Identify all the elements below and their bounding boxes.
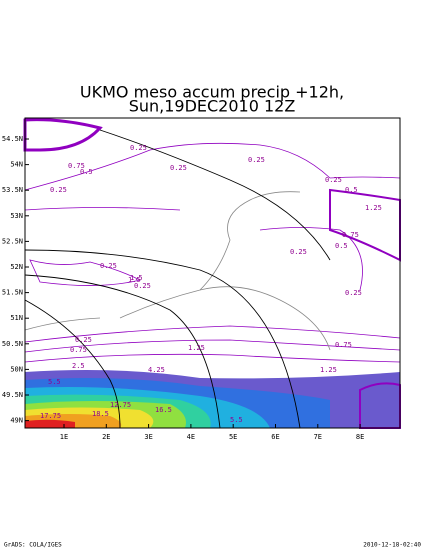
contour-label: 0.75 [342, 231, 359, 239]
contour-label: 17.75 [40, 412, 61, 420]
contour-label: 5.5 [230, 416, 243, 424]
contour-label: 0.75 [68, 162, 85, 170]
contour-label: 1.25 [365, 204, 382, 212]
lat-label: 52.5N [2, 237, 23, 245]
lat-label: 52N [10, 263, 23, 271]
contour-label: 0.25 [75, 336, 92, 344]
contour-label: 0.25 [130, 144, 147, 152]
footer-right: 2010-12-18-02:40 [363, 542, 421, 549]
footer-left: GrADS: COLA/IGES [4, 542, 62, 549]
contour-label: 18.5 [92, 410, 109, 418]
contours [24, 142, 401, 363]
subtitle: Sun,19DEC2010 12Z [129, 97, 296, 116]
lon-label: 6E [271, 433, 279, 441]
lon-label: 8E [356, 433, 364, 441]
lon-label: 4E [187, 433, 195, 441]
lat-label: 49N [10, 417, 23, 425]
contour-label: 0.25 [50, 186, 67, 194]
lon-label: 2E [102, 433, 110, 441]
lat-label: 53.5N [2, 186, 23, 194]
contour-label: 16.5 [155, 406, 172, 414]
map-frame [24, 117, 401, 429]
contour-label: 0.5 [335, 242, 348, 250]
contour-label: 0.25 [325, 176, 342, 184]
contour-label: 0.75 [335, 341, 352, 349]
coastlines [24, 191, 331, 351]
lon-label: 7E [314, 433, 322, 441]
contour-label: 0.5 [80, 168, 93, 176]
contour-label: 2.5 [72, 362, 85, 370]
contour-label: 4.25 [148, 366, 165, 374]
lon-label: 1E [60, 433, 68, 441]
lon-label: 3E [144, 433, 152, 441]
lat-label: 50.5N [2, 340, 23, 348]
contour-label: 0.25 [100, 262, 117, 270]
lat-label: 54.5N [2, 135, 23, 143]
lon-label: 5E [229, 433, 237, 441]
contour-label: 1.25 [320, 366, 337, 374]
lat-label: 53N [10, 212, 23, 220]
contour-label: 0.5 [345, 186, 358, 194]
lat-label: 54N [10, 161, 23, 169]
lat-label: 51.5N [2, 289, 23, 297]
contour-label: 5.5 [48, 378, 61, 386]
contour-label: 0.75 [70, 346, 87, 354]
title: UKMO meso accum precip +12h, [80, 83, 344, 102]
contour-label: 0.25 [248, 156, 265, 164]
contour-label: 0.25 [134, 282, 151, 290]
contour-label: 1.5 [128, 276, 141, 284]
contour-label: 1.25 [188, 344, 205, 352]
contour-label: 1.5 [130, 274, 143, 282]
lat-label: 50N [10, 365, 23, 373]
precip-fill [23, 118, 401, 429]
contour-label: 0.25 [290, 248, 307, 256]
contour-label: 12.75 [110, 401, 131, 409]
lat-label: 51N [10, 314, 23, 322]
lat-label: 49.5N [2, 391, 23, 399]
contour-label: 0.25 [170, 164, 187, 172]
isobars [24, 129, 331, 429]
contour-label: 0.25 [345, 289, 362, 297]
